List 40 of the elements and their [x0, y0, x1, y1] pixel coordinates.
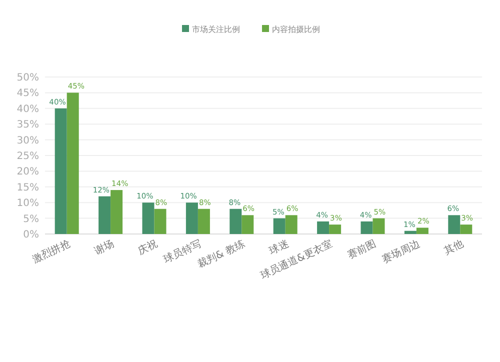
legend-label: 市场关注比例 — [192, 25, 240, 34]
bar — [273, 218, 286, 234]
y-tick-label: 20% — [16, 166, 39, 178]
bar — [360, 221, 373, 234]
x-tick-label: 其他 — [442, 238, 466, 258]
bar — [186, 202, 198, 234]
bar — [372, 218, 385, 234]
legend-label: 内容拍摄比例 — [272, 25, 320, 34]
x-tick-label: 赛前图 — [346, 238, 378, 262]
bar — [198, 208, 210, 234]
y-tick-label: 45% — [16, 88, 39, 100]
y-tick-label: 40% — [16, 104, 39, 115]
bar — [460, 224, 472, 234]
x-tick-label: 谢场 — [92, 238, 116, 258]
y-tick-label: 0% — [23, 230, 39, 240]
x-tick-label: 赛场周边 — [380, 238, 422, 266]
bar — [285, 215, 298, 234]
y-tick-label: 30% — [16, 135, 39, 146]
bar — [110, 190, 123, 234]
bar — [154, 208, 166, 234]
x-tick-label: 球迷 — [267, 238, 291, 258]
bar — [416, 228, 428, 234]
y-tick-label: 5% — [23, 214, 39, 225]
bar — [98, 196, 111, 234]
y-tick-label: 35% — [16, 120, 39, 131]
x-tick-label: 庆祝 — [136, 238, 160, 258]
bar — [54, 108, 67, 234]
y-tick-label: 10% — [16, 198, 39, 210]
bar — [142, 202, 154, 234]
y-tick-label: 15% — [16, 182, 39, 194]
bar — [404, 230, 416, 234]
bar — [448, 215, 460, 234]
bar — [230, 208, 242, 234]
bar — [242, 215, 254, 234]
x-tick-label: 激烈拼抢 — [30, 238, 72, 266]
bar — [329, 224, 342, 234]
y-tick-label: 50% — [16, 72, 39, 84]
bar — [317, 221, 330, 234]
y-tick-label: 25% — [16, 151, 39, 162]
bar — [66, 92, 79, 234]
